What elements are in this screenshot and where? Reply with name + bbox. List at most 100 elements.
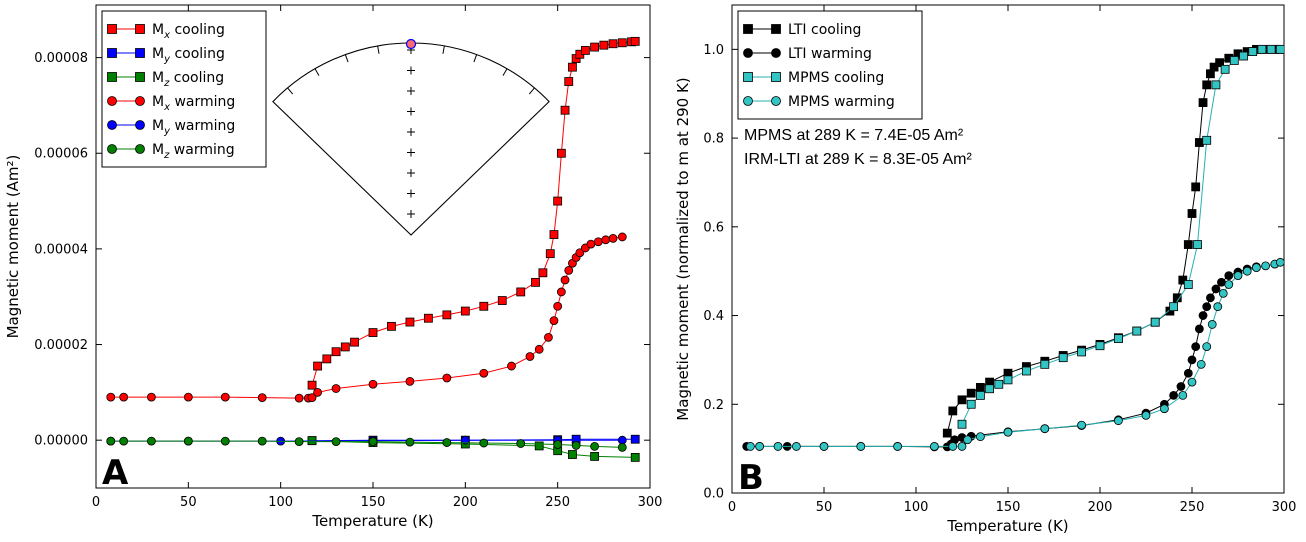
y-tick-label: 0.00008: [34, 51, 88, 66]
data-point: [1261, 261, 1270, 271]
data-point: [957, 395, 967, 405]
data-point: [1220, 64, 1230, 74]
data-point: [1191, 342, 1201, 352]
legend-label-base: M: [152, 46, 164, 62]
legend-marker: [107, 120, 117, 130]
data-point: [568, 450, 577, 459]
data-point: [257, 436, 267, 446]
legend-label-rest: warming: [169, 142, 234, 158]
data-point: [1198, 98, 1208, 107]
legend-label: Mz cooling: [152, 70, 224, 89]
data-point: [531, 277, 540, 287]
data-point: [1211, 284, 1221, 294]
legend-marker: [135, 144, 145, 154]
data-point: [590, 452, 599, 461]
plot-area: [106, 36, 640, 462]
data-point: [1196, 359, 1206, 369]
data-point: [856, 442, 866, 451]
data-point: [479, 438, 489, 448]
data-point: [1211, 80, 1221, 90]
data-point: [1187, 355, 1197, 365]
legend-label: My cooling: [152, 46, 225, 65]
y-tick-label: 1.0: [703, 43, 724, 58]
data-point: [1132, 326, 1142, 336]
data-point: [405, 376, 415, 386]
data-point: [1233, 271, 1243, 281]
data-point: [1224, 280, 1234, 289]
legend-label-base: M: [152, 70, 164, 86]
data-point: [442, 373, 452, 383]
legend-marker: [743, 72, 753, 82]
data-point: [976, 383, 985, 392]
data-point: [1229, 56, 1239, 65]
data-point: [507, 361, 516, 371]
legend-marker: [771, 96, 781, 106]
x-tick-label: 250: [545, 495, 570, 510]
data-point: [423, 313, 433, 323]
x-axis-label: Temperature (K): [946, 517, 1068, 535]
legend-frame: [101, 10, 267, 168]
data-point: [553, 196, 563, 206]
data-point: [387, 321, 396, 331]
data-point: [746, 442, 755, 451]
panel-b-chart: 0 50 100 150 200 250 300 0.0 0.2 0.4 0.6 0.8 1.0 Temp…: [674, 4, 1296, 535]
data-point: [1040, 359, 1050, 369]
legend-marker: [135, 24, 145, 34]
data-point: [1213, 302, 1223, 312]
series-mpms-warming: [746, 257, 1284, 451]
x-tick-label: 150: [996, 500, 1021, 515]
data-point: [1178, 390, 1188, 400]
legend-marker: [771, 48, 781, 58]
legend-marker: [771, 72, 781, 82]
inset-tick: [502, 68, 508, 76]
data-point: [350, 337, 359, 347]
data-point: [963, 435, 972, 445]
data-point: [1183, 240, 1193, 249]
data-point: [183, 392, 193, 402]
x-tick-label: 200: [453, 495, 478, 510]
data-point: [617, 38, 627, 48]
data-point: [106, 392, 116, 402]
legend-label-rest: cooling: [170, 22, 225, 38]
panel-label: B: [738, 458, 764, 498]
data-point: [630, 452, 640, 462]
data-point: [575, 248, 585, 258]
data-point: [556, 148, 566, 158]
data-point: [1187, 209, 1197, 218]
plot-area: [742, 44, 1284, 452]
data-point: [1176, 382, 1186, 391]
y-tick-label: 0.8: [703, 132, 724, 147]
data-point: [442, 310, 452, 320]
data-point: [1095, 341, 1105, 351]
y-tick-label: 0.00006: [34, 147, 88, 162]
data-point: [1215, 58, 1224, 68]
data-point: [538, 268, 548, 278]
data-point: [1202, 302, 1212, 312]
data-point: [1003, 427, 1013, 437]
data-point: [966, 399, 976, 409]
y-tick-label: 0.2: [703, 398, 724, 413]
inset-tick: [442, 45, 445, 54]
annotation: IRM-LTI at 289 K = 8.3E-05 Am²: [744, 151, 972, 168]
legend-marker: [743, 24, 753, 34]
series-lti-warming: [742, 262, 1261, 452]
data-point: [1209, 62, 1219, 72]
data-point: [1239, 51, 1248, 61]
data-point: [630, 36, 640, 46]
legend-label: My warming: [152, 118, 235, 137]
series-mx-cooling: [307, 36, 640, 390]
data-point: [976, 432, 985, 442]
data-point: [601, 235, 611, 245]
y-tick-label: 0.0: [703, 487, 724, 502]
legend-marker: [771, 24, 781, 34]
data-point: [549, 316, 559, 326]
annotation: MPMS at 289 K = 7.4E-05 Am²: [744, 127, 964, 144]
data-point: [516, 287, 526, 297]
data-point: [479, 368, 489, 378]
data-point: [1160, 404, 1169, 414]
legend-marker: [135, 96, 145, 106]
x-tick-label: 250: [1180, 500, 1205, 515]
data-point: [1169, 302, 1178, 312]
data-point: [183, 436, 193, 446]
